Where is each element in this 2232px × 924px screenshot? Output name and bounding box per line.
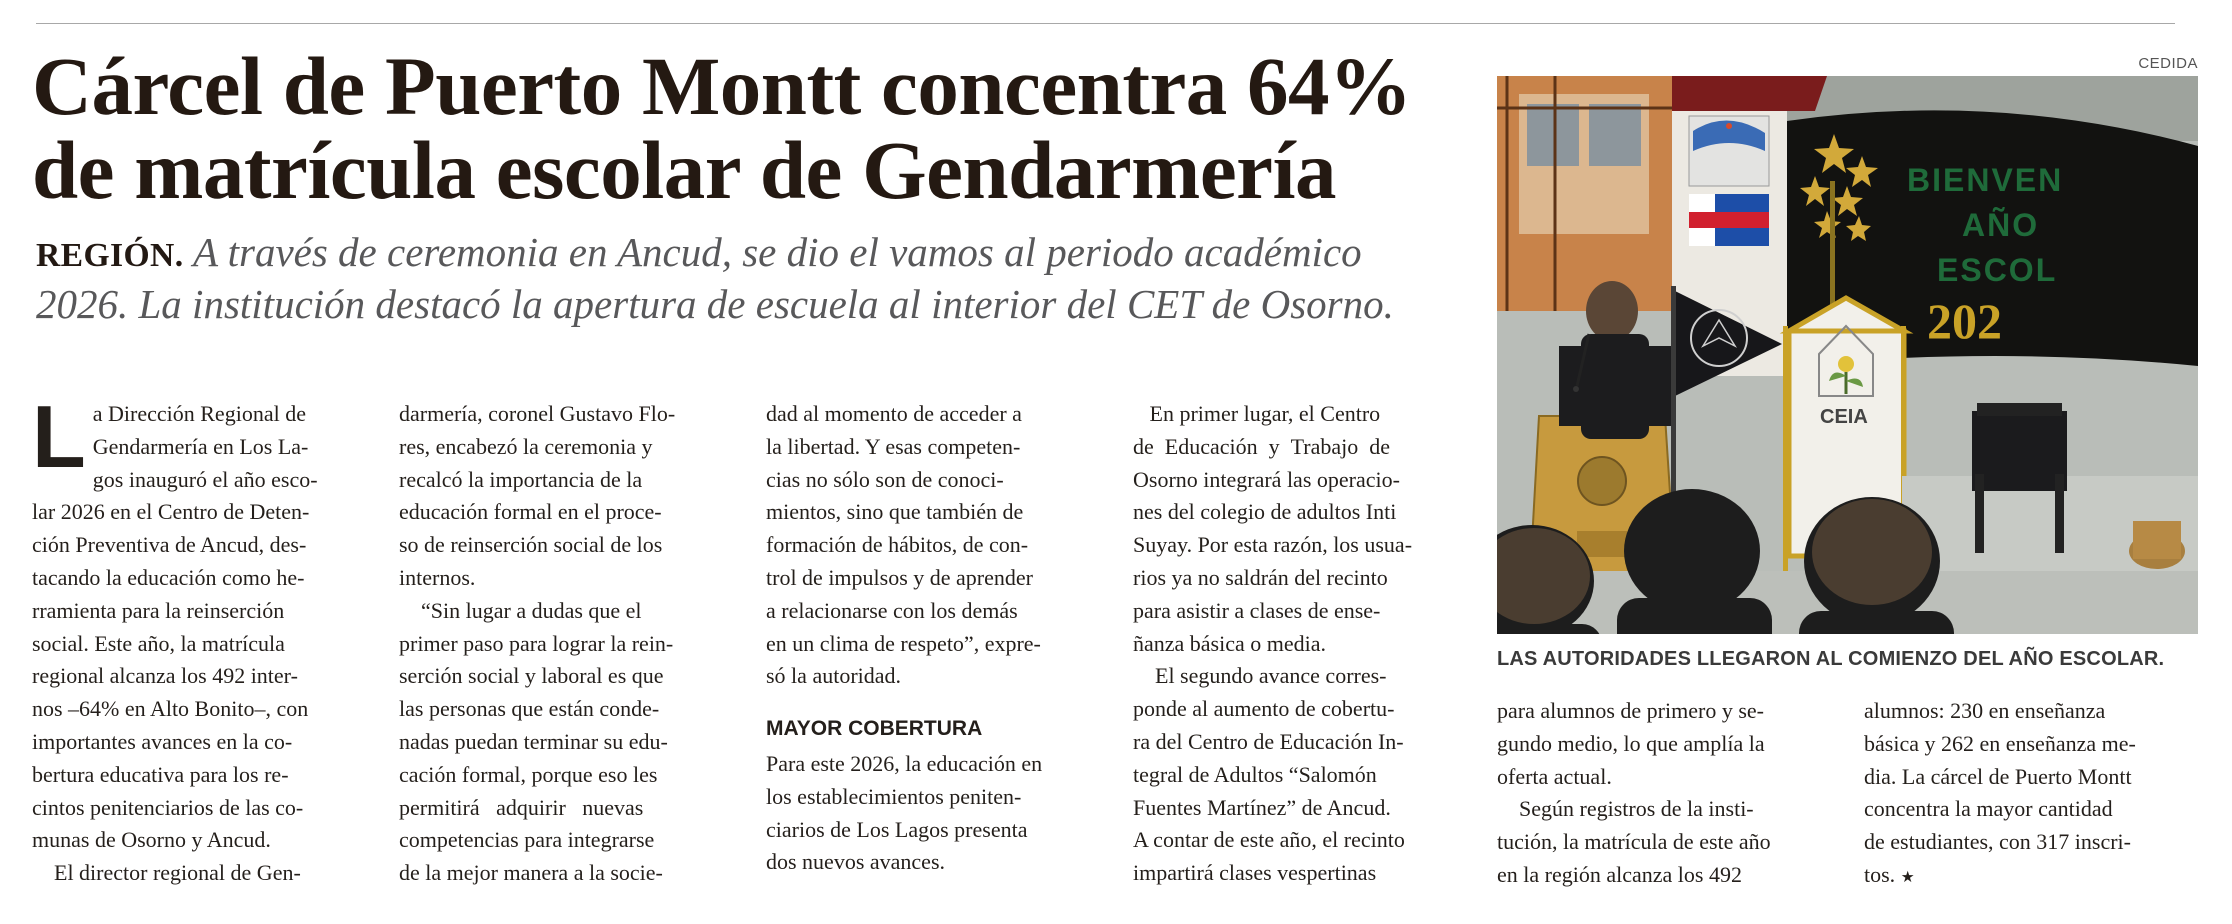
svg-text:BIENVEN: BIENVEN [1907,162,2063,198]
svg-text:CEIA: CEIA [1820,406,1868,428]
svg-text:202: 202 [1927,293,2002,349]
svg-text:ESCOL: ESCOL [1937,252,2057,288]
svg-text:AÑO: AÑO [1962,207,2039,243]
